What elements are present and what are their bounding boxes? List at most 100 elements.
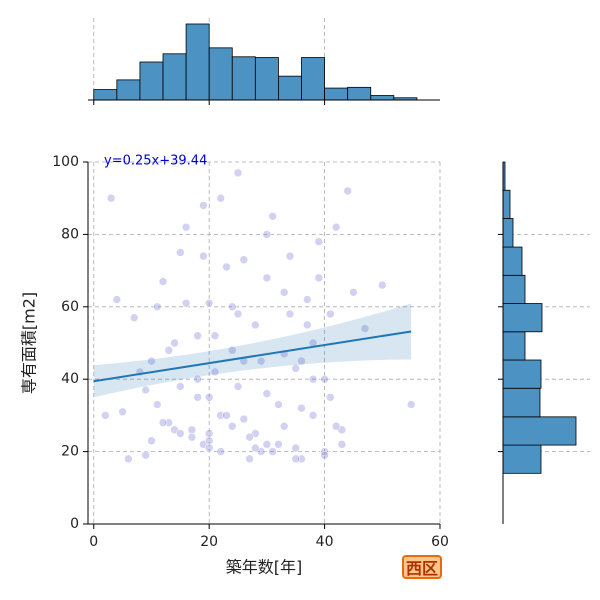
point	[297, 356, 306, 366]
point	[118, 407, 127, 417]
y-tick-label: 20	[61, 444, 79, 460]
bar	[254, 57, 279, 101]
point	[147, 436, 156, 446]
point	[406, 400, 416, 409]
point	[262, 230, 272, 239]
point	[216, 193, 226, 203]
point	[233, 382, 243, 391]
point	[377, 280, 387, 290]
y-tick-label: 0	[70, 516, 79, 532]
point	[141, 385, 151, 395]
point	[129, 313, 139, 322]
point	[216, 447, 226, 456]
point	[320, 447, 329, 456]
point	[222, 411, 231, 420]
bar	[278, 75, 302, 101]
point	[297, 403, 306, 413]
y-tick-label: 60	[61, 299, 79, 315]
point	[314, 237, 324, 246]
point	[227, 421, 237, 431]
point	[302, 320, 312, 330]
point	[308, 411, 318, 420]
x-tick-label: 0	[89, 534, 98, 550]
point	[164, 345, 174, 355]
bar	[502, 387, 541, 418]
y-axis-label: 専有面積[m2]	[20, 292, 39, 394]
bar	[231, 56, 256, 101]
point	[193, 374, 202, 384]
point	[262, 440, 272, 449]
y-tick-label: 100	[52, 154, 79, 170]
bar	[301, 57, 325, 101]
point	[245, 432, 254, 442]
bar	[502, 359, 542, 389]
bar	[502, 444, 542, 474]
point	[239, 255, 249, 265]
bar	[116, 79, 141, 101]
point	[256, 356, 266, 366]
bar	[502, 331, 526, 361]
point	[326, 309, 335, 319]
point	[291, 443, 301, 453]
regression-line	[93, 330, 412, 383]
bar	[324, 87, 349, 101]
point	[152, 400, 162, 409]
point	[308, 374, 318, 384]
badge: 西区	[402, 555, 442, 579]
point	[279, 421, 289, 431]
bar	[502, 218, 514, 248]
x-axis-label: 築年数[年]	[226, 558, 303, 577]
x-tick-label: 60	[431, 534, 449, 550]
point	[285, 251, 295, 261]
y-tick-label: 80	[61, 226, 79, 242]
bar	[502, 416, 577, 446]
point	[233, 309, 243, 319]
point	[204, 436, 214, 446]
point	[204, 443, 214, 453]
point	[320, 374, 329, 384]
y-tick-label: 40	[61, 371, 79, 387]
point	[279, 288, 289, 297]
point	[227, 345, 237, 355]
point	[181, 222, 191, 232]
point	[251, 320, 260, 330]
point	[349, 288, 358, 297]
point	[187, 425, 197, 435]
point	[320, 450, 329, 460]
point	[141, 450, 151, 460]
confidence-band	[93, 303, 412, 398]
bar	[502, 246, 523, 276]
bar	[162, 53, 187, 101]
point	[331, 222, 341, 232]
point	[291, 454, 301, 464]
point	[210, 367, 220, 377]
point	[262, 273, 272, 283]
regression-label: y=0.25x+39.44	[104, 154, 207, 169]
point	[343, 186, 352, 196]
bar	[139, 61, 164, 101]
point	[268, 212, 277, 221]
point	[101, 411, 110, 420]
bar	[208, 47, 233, 101]
point	[158, 418, 168, 427]
point	[337, 440, 347, 449]
point	[147, 356, 156, 366]
point	[222, 262, 231, 272]
point	[199, 201, 208, 210]
bar	[347, 86, 372, 101]
bar	[185, 23, 210, 101]
point	[193, 392, 202, 402]
point	[239, 414, 249, 424]
point	[204, 429, 214, 438]
x-tick-label: 40	[316, 534, 334, 550]
point	[291, 364, 301, 373]
x-tick-label: 20	[200, 534, 218, 550]
point	[314, 273, 324, 283]
point	[268, 447, 277, 456]
point	[124, 454, 133, 464]
point	[274, 400, 283, 409]
point	[193, 331, 202, 341]
point	[274, 440, 283, 449]
